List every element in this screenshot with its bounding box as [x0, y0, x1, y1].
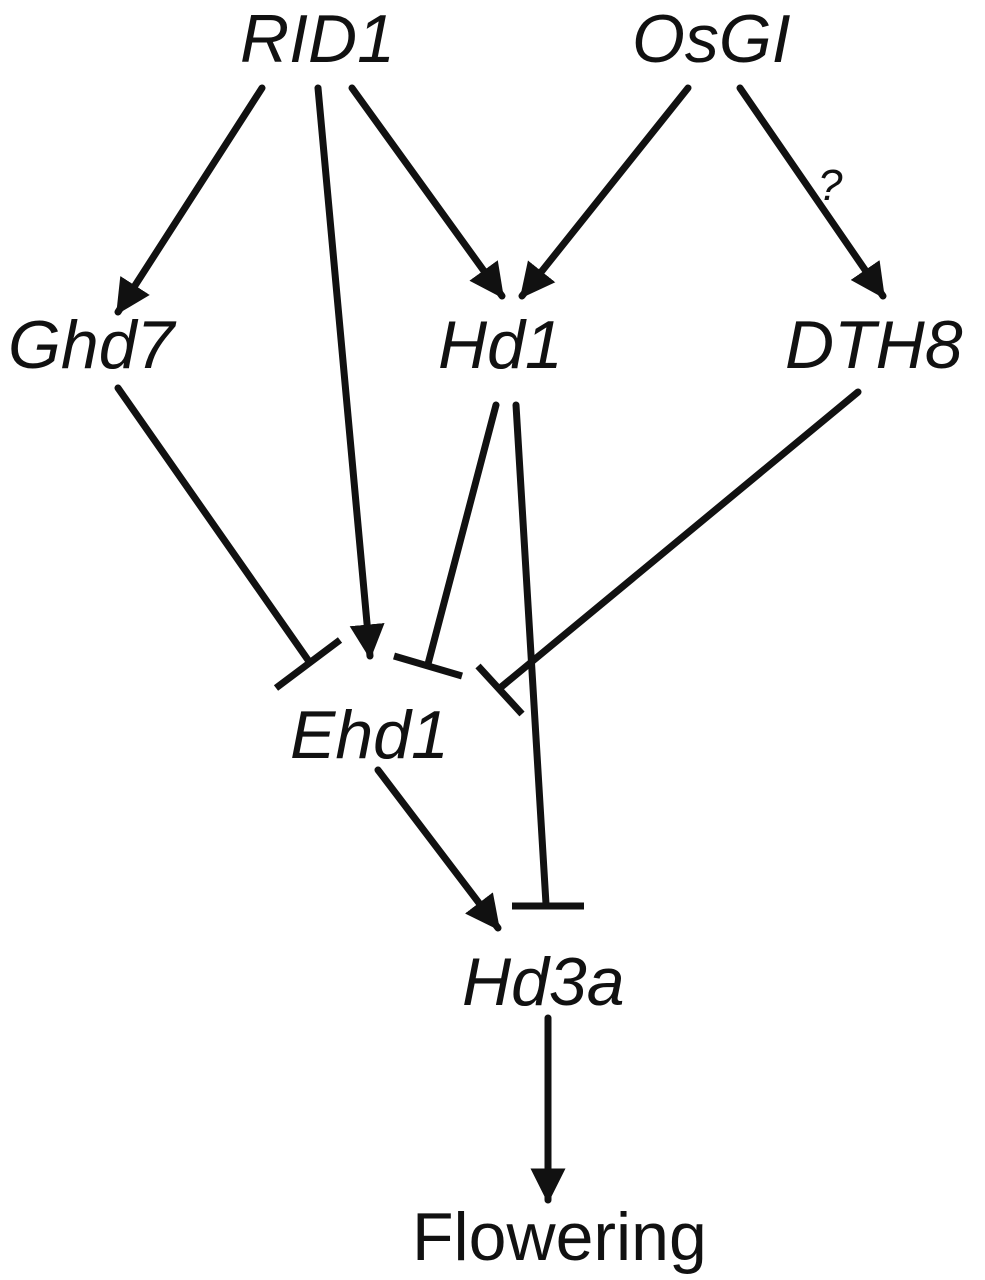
node-osgi: OsGI [632, 1, 791, 77]
edge-hd1-hd3a [512, 401, 550, 908]
node-ehd1: Ehd1 [290, 697, 449, 773]
node-rid1: RID1 [240, 1, 395, 77]
node-dth8: DTH8 [785, 307, 963, 383]
uncertain-edge-label: ? [818, 161, 843, 210]
bar-dth8-ehd1 [475, 663, 525, 717]
edge-ehd1-hd3a [374, 766, 502, 932]
edge-ghd7-ehd1 [114, 384, 312, 664]
node-hd1: Hd1 [438, 307, 563, 383]
edge-osgi-dth8 [736, 84, 887, 300]
bar-hd1-ehd1 [393, 652, 463, 680]
edge-rid1-hd1 [348, 84, 506, 300]
edge-dth8-ehd1 [496, 388, 862, 692]
node-flowering: Flowering [412, 1199, 707, 1275]
edge-osgi-hd1 [518, 84, 692, 300]
bar-ghd7-ehd1 [273, 637, 343, 691]
node-ghd7: Ghd7 [8, 307, 177, 383]
edge-rid1-ehd1 [314, 84, 385, 660]
edge-hd1-ehd1 [424, 401, 500, 668]
node-hd3a: Hd3a [462, 944, 625, 1020]
edge-rid1-ghd7 [114, 84, 266, 316]
